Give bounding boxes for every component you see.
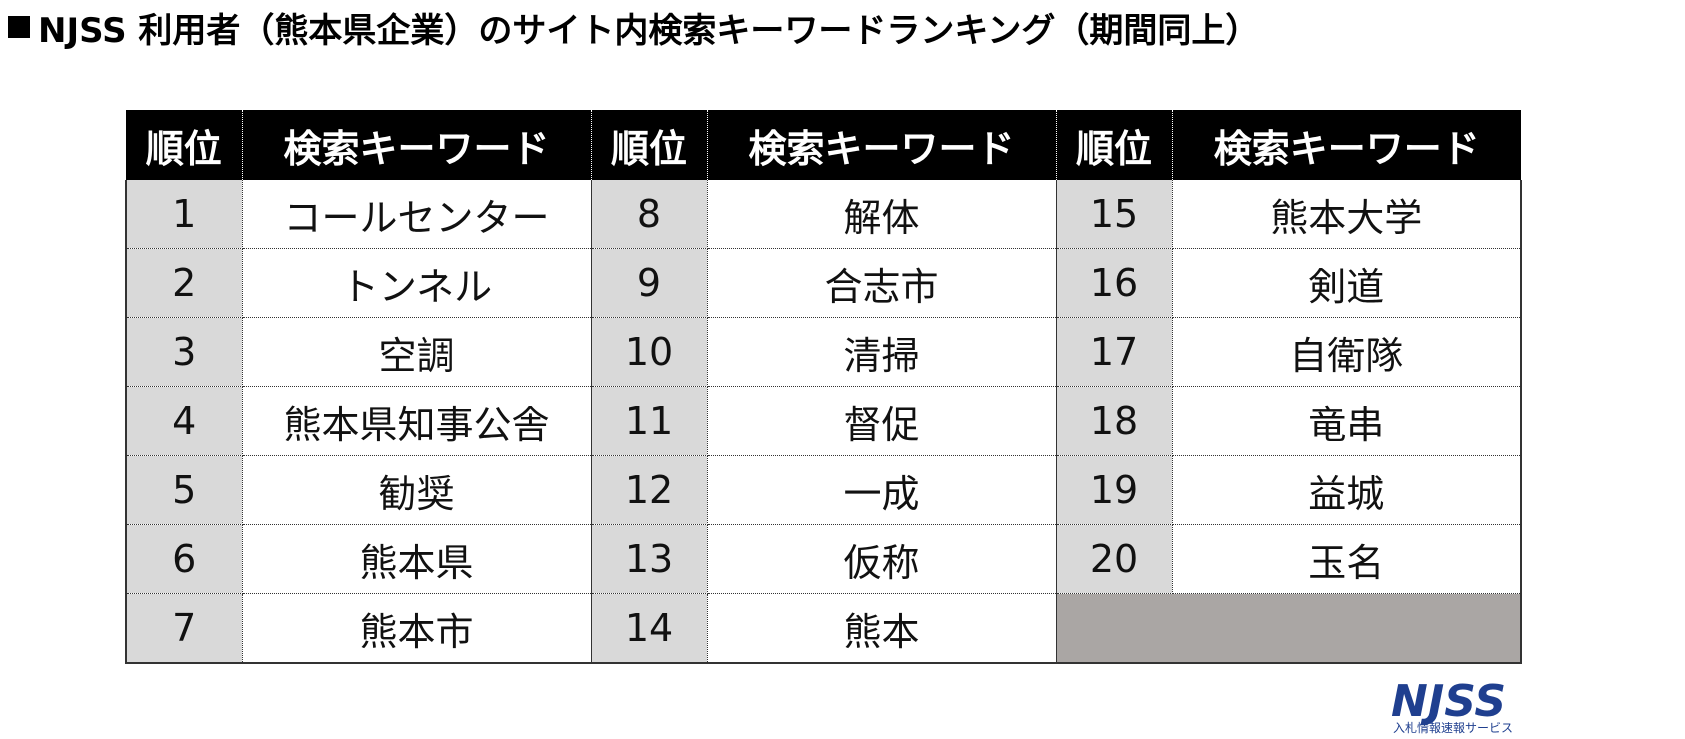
header-rank: 順位 bbox=[590, 110, 707, 180]
keyword-cell: 益城 bbox=[1172, 455, 1522, 525]
keyword-cell: 空調 bbox=[242, 317, 592, 387]
njss-logo-tagline: 入札情報速報サービス bbox=[1393, 721, 1513, 735]
rank-cell: 3 bbox=[125, 317, 243, 387]
rank-cell: 9 bbox=[591, 248, 708, 318]
rank-cell: 19 bbox=[1056, 455, 1173, 525]
rank-cell: 8 bbox=[591, 180, 708, 249]
rank-cell: 14 bbox=[591, 593, 708, 664]
keyword-cell: コールセンター bbox=[242, 180, 592, 249]
rank-cell: 18 bbox=[1056, 386, 1173, 456]
page-title-text: NJSS 利用者（熊本県企業）のサイト内検索キーワードランキング（期間同上） bbox=[38, 10, 1260, 51]
page-title: NJSS 利用者（熊本県企業）のサイト内検索キーワードランキング（期間同上） bbox=[8, 4, 1260, 51]
table-row: 2 トンネル 9 合志市 16 剣道 bbox=[125, 248, 1522, 318]
rank-cell: 2 bbox=[125, 248, 243, 318]
table-row: 3 空調 10 清掃 17 自衛隊 bbox=[125, 317, 1522, 387]
empty-cell bbox=[1172, 593, 1522, 664]
rank-cell: 17 bbox=[1056, 317, 1173, 387]
header-rank: 順位 bbox=[126, 110, 242, 180]
header-keyword: 検索キーワード bbox=[241, 110, 591, 180]
keyword-cell: 合志市 bbox=[707, 248, 1057, 318]
table-row: 4 熊本県知事公舎 11 督促 18 竜串 bbox=[125, 386, 1522, 456]
keyword-cell: 熊本 bbox=[707, 593, 1057, 664]
header-keyword: 検索キーワード bbox=[706, 110, 1056, 180]
keyword-cell: 清掃 bbox=[707, 317, 1057, 387]
square-bullet-icon bbox=[8, 16, 30, 38]
rank-cell: 7 bbox=[125, 593, 243, 664]
rank-cell: 4 bbox=[125, 386, 243, 456]
keyword-cell: 解体 bbox=[707, 180, 1057, 249]
njss-logo: NJSS 入札情報速報サービス bbox=[1391, 676, 1513, 735]
table-row: 7 熊本市 14 熊本 bbox=[125, 593, 1522, 664]
empty-cell bbox=[1056, 593, 1172, 664]
keyword-cell: 竜串 bbox=[1172, 386, 1522, 456]
keyword-ranking-table: 順位 検索キーワード 順位 検索キーワード 順位 検索キーワード 1 コールセンタ… bbox=[125, 110, 1522, 664]
keyword-cell: 熊本市 bbox=[242, 593, 592, 664]
keyword-cell: 熊本大学 bbox=[1172, 180, 1522, 249]
keyword-cell: 玉名 bbox=[1172, 524, 1522, 594]
rank-cell: 12 bbox=[591, 455, 708, 525]
header-rank: 順位 bbox=[1055, 110, 1172, 180]
rank-cell: 5 bbox=[125, 455, 243, 525]
rank-cell: 13 bbox=[591, 524, 708, 594]
njss-logo-text: NJSS bbox=[1391, 676, 1506, 727]
keyword-cell: 熊本県 bbox=[242, 524, 592, 594]
rank-cell: 20 bbox=[1056, 524, 1173, 594]
table-row: 1 コールセンター 8 解体 15 熊本大学 bbox=[125, 180, 1522, 249]
keyword-cell: 一成 bbox=[707, 455, 1057, 525]
keyword-cell: 勧奨 bbox=[242, 455, 592, 525]
keyword-cell: 仮称 bbox=[707, 524, 1057, 594]
table-row: 5 勧奨 12 一成 19 益城 bbox=[125, 455, 1522, 525]
keyword-cell: 自衛隊 bbox=[1172, 317, 1522, 387]
table-header-row: 順位 検索キーワード 順位 検索キーワード 順位 検索キーワード bbox=[126, 110, 1521, 180]
rank-cell: 6 bbox=[125, 524, 243, 594]
rank-cell: 11 bbox=[591, 386, 708, 456]
table-row: 6 熊本県 13 仮称 20 玉名 bbox=[125, 524, 1522, 594]
rank-cell: 10 bbox=[591, 317, 708, 387]
keyword-cell: 熊本県知事公舎 bbox=[242, 386, 592, 456]
header-keyword: 検索キーワード bbox=[1171, 110, 1521, 180]
table-body: 1 コールセンター 8 解体 15 熊本大学 2 トンネル 9 合志市 16 剣道 3 空調 10 清掃 17 自… bbox=[125, 180, 1522, 664]
rank-cell: 15 bbox=[1056, 180, 1173, 249]
rank-cell: 16 bbox=[1056, 248, 1173, 318]
keyword-cell: 督促 bbox=[707, 386, 1057, 456]
rank-cell: 1 bbox=[125, 180, 243, 249]
keyword-cell: トンネル bbox=[242, 248, 592, 318]
keyword-cell: 剣道 bbox=[1172, 248, 1522, 318]
